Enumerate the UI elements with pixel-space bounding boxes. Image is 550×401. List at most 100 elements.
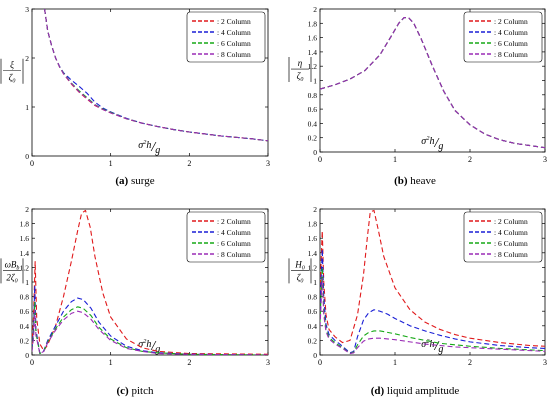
y-label-den-text: ζ <box>297 71 302 81</box>
x-tick-label: 2 <box>468 155 472 164</box>
y-tick-label: 0.2 <box>20 336 30 345</box>
legend-label: : 4 Column <box>494 228 528 237</box>
legend-box <box>463 211 543 263</box>
captions: (a) surge (b) heave (c) pitch (d) liquid… <box>115 175 459 397</box>
x-axis-label: σ2h/g <box>421 338 443 355</box>
legend-box <box>463 11 543 63</box>
y-tick-label: 1.6 <box>20 234 30 243</box>
x-label-h: h <box>146 339 151 350</box>
legend-label: : 8 Column <box>494 250 528 259</box>
x-label-slash: / <box>150 339 156 354</box>
x-tick-label: 1 <box>393 155 397 164</box>
caption-c: (c) pitch <box>117 385 154 397</box>
x-tick-label: 0 <box>30 358 34 367</box>
x-label-h: h <box>146 140 151 151</box>
y-label-num-text: η <box>298 58 303 68</box>
legend: : 2 Column: 4 Column: 6 Column: 8 Column <box>186 211 266 263</box>
x-tick-label: 3 <box>266 159 270 168</box>
legend-label: : 2 Column <box>217 17 251 26</box>
series-line-1 <box>320 209 545 347</box>
y-label-numerator: ξ <box>10 60 14 70</box>
x-label-sup: 2 <box>426 135 430 142</box>
y-tick-label: 2 <box>313 5 317 14</box>
series-lines <box>320 17 545 149</box>
x-tick-label: 2 <box>187 159 191 168</box>
y-label-denominator: ζ0 <box>9 73 16 85</box>
y-tick-label: 0 <box>25 152 29 161</box>
x-tick-label: 0 <box>30 159 34 168</box>
y-label-den-sub: 0 <box>12 79 15 85</box>
legend-label: : 8 Column <box>217 50 251 59</box>
x-tick-label: 1 <box>109 358 113 367</box>
series-line-1 <box>32 209 268 355</box>
x-label-g: g <box>438 141 443 152</box>
x-tick-label: 1 <box>393 358 397 367</box>
y-label-den-sub: 0 <box>300 278 303 284</box>
y-tick-label: 0.4 <box>20 322 30 331</box>
y-label-den-sub: 0 <box>300 77 303 83</box>
y-label-numerator: η <box>298 58 303 68</box>
y-label-den-text: 2ζ <box>6 272 16 282</box>
y-tick-label: 0.4 <box>308 322 318 331</box>
legend-label: : 4 Column <box>494 28 528 37</box>
y-tick-label: 0.4 <box>308 119 318 128</box>
y-label-denominator: 2ζ0 <box>6 272 17 284</box>
y-tick-label: 2 <box>25 205 29 214</box>
x-label-slash: / <box>433 136 439 151</box>
caption-a: (a) surge <box>115 175 154 187</box>
x-label-slash: / <box>150 140 156 155</box>
y-tick-label: 1 <box>25 278 29 287</box>
series-line-2 <box>32 285 268 355</box>
y-label-numerator: ωBb <box>5 259 20 271</box>
y-tick-label: 0.2 <box>308 336 318 345</box>
y-tick-label: 1.2 <box>308 62 318 71</box>
legend-label: : 2 Column <box>494 217 528 226</box>
y-tick-label: 2 <box>25 54 29 63</box>
series-lines <box>44 9 268 142</box>
y-tick-label: 3 <box>25 5 29 14</box>
y-tick-label: 1.4 <box>308 48 318 57</box>
legend-box <box>186 211 266 263</box>
y-label-num-text: H <box>294 259 302 269</box>
plot-frame <box>31 8 269 157</box>
x-tick-label: 2 <box>468 358 472 367</box>
y-label-denominator: ζ0 <box>297 272 304 284</box>
y-tick-label: 1.6 <box>308 34 318 43</box>
y-axis-label: ξ ζ0 <box>0 58 24 85</box>
y-label-num-sub: 0 <box>302 265 305 271</box>
x-tick-label: 2 <box>187 358 191 367</box>
x-tick-label: 0 <box>318 155 322 164</box>
series-line-4 <box>32 309 268 355</box>
x-label-g: g <box>155 145 160 156</box>
x-tick-label: 3 <box>266 358 270 367</box>
x-axis-label: σ2h/g <box>138 139 160 156</box>
x-label-h: h <box>429 136 434 147</box>
y-tick-label: 1.4 <box>308 249 318 258</box>
legend-label: : 2 Column <box>217 217 251 226</box>
legend-label: : 2 Column <box>494 17 528 26</box>
y-tick-label: 0.2 <box>308 134 318 143</box>
y-tick-label: 0.8 <box>20 293 30 302</box>
series-line-4 <box>44 9 268 142</box>
legend-label: : 8 Column <box>217 250 251 259</box>
y-tick-label: 0.6 <box>308 105 318 114</box>
x-label-sigma: σ <box>138 140 144 151</box>
y-tick-label: 1.4 <box>20 249 30 258</box>
series-line-4 <box>320 17 545 149</box>
legend-label: : 8 Column <box>494 50 528 59</box>
y-tick-label: 1.2 <box>308 263 318 272</box>
legend-box <box>186 11 266 63</box>
y-tick-label: 0 <box>313 148 317 157</box>
y-tick-label: 1 <box>313 77 317 86</box>
y-tick-label: 0.8 <box>308 293 318 302</box>
caption-d: (d) liquid amplitude <box>371 385 460 397</box>
x-label-sigma: σ <box>138 339 144 350</box>
legend: : 2 Column: 4 Column: 6 Column: 8 Column <box>186 11 266 63</box>
x-label-g: g <box>438 344 443 355</box>
series-line-2 <box>320 248 545 354</box>
y-label-den-sub: 0 <box>15 278 18 284</box>
